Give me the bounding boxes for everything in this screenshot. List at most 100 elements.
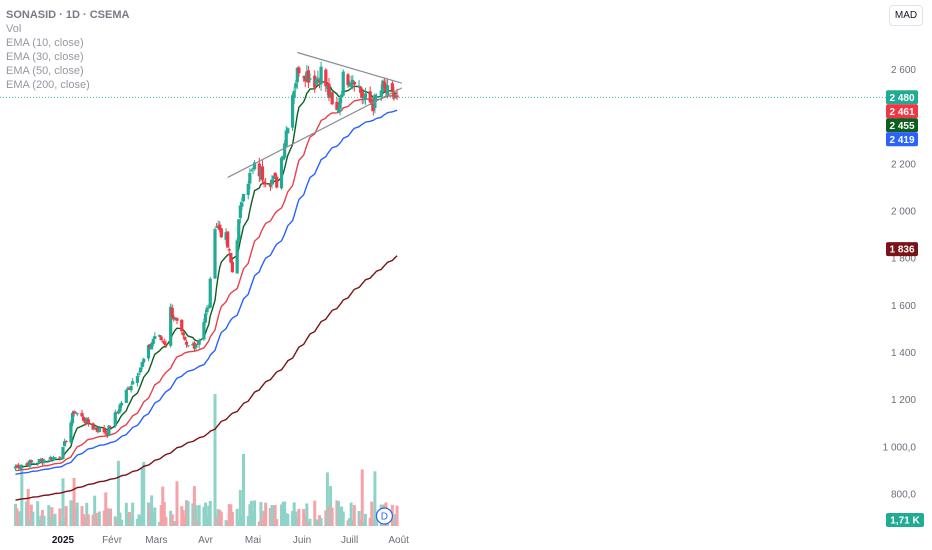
candle-body bbox=[235, 240, 239, 274]
volume-bar bbox=[273, 504, 277, 526]
legend-ema30[interactable]: EMA (30, close) bbox=[6, 51, 84, 63]
volume-bar bbox=[395, 505, 399, 526]
volume-bar bbox=[15, 508, 19, 526]
candle-body bbox=[351, 79, 355, 84]
x-tick-label: Juin bbox=[293, 535, 311, 546]
candle-body bbox=[249, 170, 254, 172]
candle bbox=[230, 259, 235, 273]
volume-bar bbox=[59, 521, 63, 526]
volume-bar bbox=[105, 508, 109, 526]
volume-bar bbox=[297, 508, 301, 526]
candle bbox=[194, 344, 198, 352]
volume-bar bbox=[97, 511, 101, 526]
candle-body bbox=[308, 78, 312, 80]
volume-bar bbox=[184, 500, 188, 526]
volume-bar bbox=[18, 511, 22, 526]
candle-body bbox=[262, 181, 266, 184]
volume-bar bbox=[173, 520, 177, 526]
candle bbox=[184, 340, 189, 348]
y-tick-label: 2 600 bbox=[891, 65, 916, 76]
volume-bar bbox=[48, 516, 52, 526]
dividend-marker-text: D bbox=[381, 512, 388, 523]
volume-bar bbox=[205, 516, 209, 526]
volume-bar bbox=[115, 519, 119, 526]
candle-body bbox=[352, 82, 356, 85]
volume-bar bbox=[207, 505, 211, 526]
trendline-upper[interactable] bbox=[297, 51, 402, 84]
price-label-box bbox=[886, 242, 918, 257]
volume-bar bbox=[120, 519, 124, 526]
candle bbox=[97, 427, 102, 433]
candle-body bbox=[18, 466, 22, 470]
volume-bar bbox=[246, 515, 250, 526]
volume-bar bbox=[69, 500, 73, 526]
legend-ema10[interactable]: EMA (10, close) bbox=[6, 37, 84, 49]
volume-bar bbox=[162, 502, 166, 526]
candle-body bbox=[316, 77, 320, 79]
volume-bar bbox=[325, 472, 329, 526]
candle-body bbox=[335, 101, 339, 111]
volume-bar bbox=[191, 503, 195, 526]
candle bbox=[183, 335, 187, 341]
candle-body bbox=[113, 412, 117, 427]
volume-bar bbox=[53, 513, 57, 526]
candle-body bbox=[170, 307, 174, 318]
dividend-marker-icon[interactable] bbox=[375, 507, 394, 525]
ema200-line bbox=[15, 255, 398, 501]
candle-body bbox=[97, 427, 102, 432]
volume-bar bbox=[238, 489, 242, 526]
trendline-lower[interactable] bbox=[227, 87, 403, 179]
volume-bar bbox=[85, 502, 89, 526]
candle-body bbox=[28, 460, 32, 467]
volume-bar bbox=[292, 502, 296, 526]
volume-bar bbox=[295, 518, 299, 526]
candle-body bbox=[319, 66, 323, 85]
volume-bar bbox=[64, 506, 68, 526]
symbol-title[interactable]: SONASID · 1D · CSEMA bbox=[6, 9, 130, 21]
candle-body bbox=[164, 343, 168, 346]
candle bbox=[338, 94, 342, 116]
candle bbox=[352, 80, 356, 92]
volume-bar bbox=[281, 502, 285, 526]
candle-body bbox=[197, 340, 201, 345]
legend-volume[interactable]: Vol bbox=[6, 23, 22, 35]
candle bbox=[124, 389, 128, 403]
candle bbox=[237, 219, 241, 244]
volume-bar bbox=[80, 506, 84, 526]
volume-label-text: 1,71 K bbox=[890, 516, 920, 527]
y-tick-label: 800,0 bbox=[891, 489, 916, 500]
candle bbox=[208, 276, 212, 309]
volume-bar bbox=[294, 511, 298, 526]
volume-bar bbox=[151, 511, 155, 526]
volume-bar bbox=[373, 471, 377, 526]
candle-body bbox=[227, 249, 231, 251]
candle-body bbox=[62, 441, 67, 447]
candle bbox=[170, 304, 174, 319]
candle-body bbox=[157, 334, 162, 337]
candle-body bbox=[260, 166, 265, 180]
volume-bar bbox=[146, 502, 150, 526]
volume-bar bbox=[107, 508, 111, 526]
candle-body bbox=[135, 376, 140, 383]
candle bbox=[286, 127, 290, 134]
candle-body bbox=[186, 345, 190, 347]
legend-ema200[interactable]: EMA (200, close) bbox=[6, 79, 90, 91]
candle-body bbox=[13, 466, 18, 469]
trendlines[interactable] bbox=[0, 51, 886, 179]
candle-body bbox=[379, 90, 383, 98]
candle-body bbox=[162, 341, 166, 344]
volume-bar bbox=[248, 504, 252, 526]
candle bbox=[107, 424, 111, 437]
volume-bar bbox=[61, 478, 65, 526]
candle bbox=[249, 169, 254, 172]
volume-bar bbox=[363, 513, 367, 526]
volume-bar bbox=[241, 454, 245, 526]
ema30-line bbox=[15, 95, 398, 472]
legend-ema50[interactable]: EMA (50, close) bbox=[6, 65, 84, 77]
candle-body bbox=[131, 381, 135, 385]
currency-button[interactable]: MAD bbox=[889, 5, 923, 26]
price-label-box bbox=[886, 90, 918, 105]
candle bbox=[58, 455, 62, 461]
candle-body bbox=[140, 362, 144, 367]
